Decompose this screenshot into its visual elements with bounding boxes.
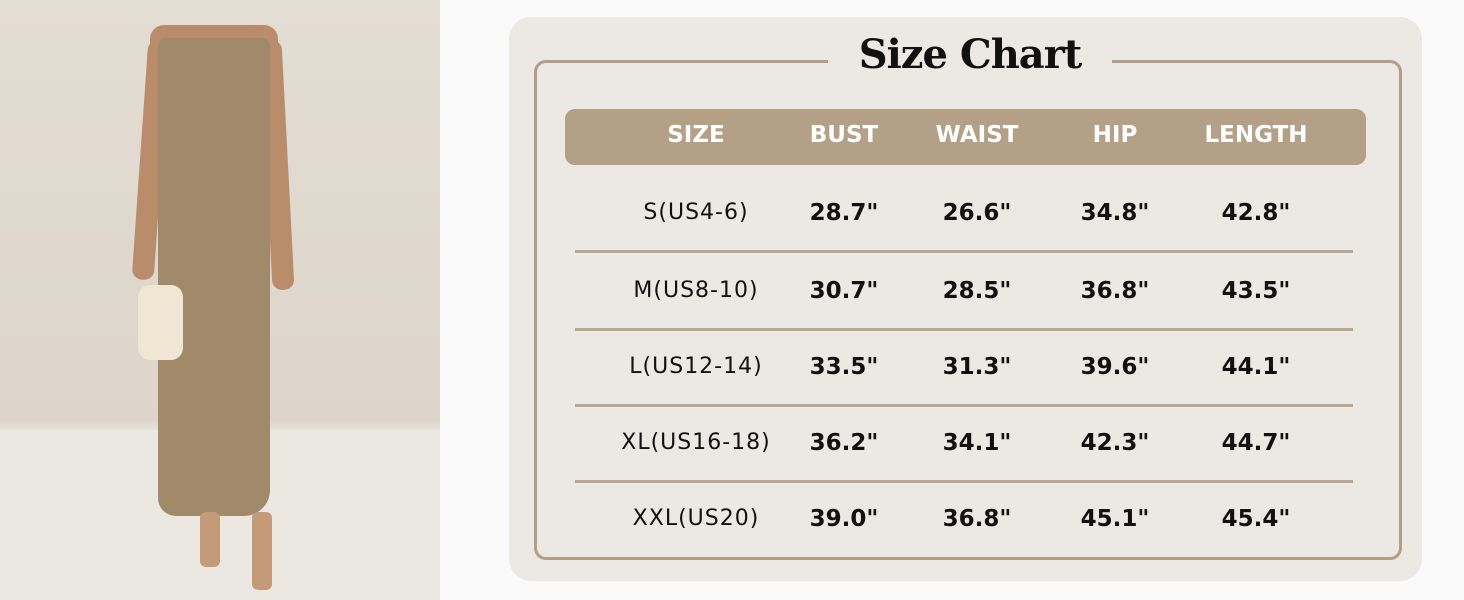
model-leg-left (200, 512, 220, 567)
table-row: M(US8-10) 30.7" 28.5" 36.8" 43.5" (509, 278, 1422, 318)
header-size: SIZE (667, 122, 725, 148)
table-row: XL(US16-18) 36.2" 34.1" 42.3" 44.7" (509, 430, 1422, 470)
cell-hip: 36.8" (1080, 278, 1150, 304)
cell-hip: 34.8" (1080, 200, 1150, 226)
table-header: SIZE BUST WAIST HIP LENGTH (565, 109, 1366, 165)
cell-bust: 36.2" (809, 430, 879, 456)
handbag (138, 285, 183, 360)
size-chart-panel: Size Chart SIZE BUST WAIST HIP LENGTH S(… (509, 17, 1422, 581)
header-waist: WAIST (935, 122, 1019, 148)
table-row: S(US4-6) 28.7" 26.6" 34.8" 42.8" (509, 200, 1422, 240)
header-length: LENGTH (1204, 122, 1308, 148)
cell-waist: 34.1" (942, 430, 1012, 456)
cell-hip: 42.3" (1080, 430, 1150, 456)
table-row: L(US12-14) 33.5" 31.3" 39.6" 44.1" (509, 354, 1422, 394)
model-leg-right (252, 512, 272, 590)
row-divider (575, 328, 1353, 331)
cell-size: L(US12-14) (629, 354, 763, 379)
cell-length: 44.1" (1221, 354, 1291, 380)
header-hip: HIP (1092, 122, 1138, 148)
cell-waist: 26.6" (942, 200, 1012, 226)
table-row: XXL(US20) 39.0" 36.8" 45.1" 45.4" (509, 506, 1422, 546)
cell-bust: 39.0" (809, 506, 879, 532)
cell-length: 42.8" (1221, 200, 1291, 226)
header-bust: BUST (809, 122, 879, 148)
cell-hip: 45.1" (1080, 506, 1150, 532)
cell-bust: 30.7" (809, 278, 879, 304)
dress (158, 38, 270, 516)
row-divider (575, 480, 1353, 483)
cell-waist: 31.3" (942, 354, 1012, 380)
cell-size: XXL(US20) (632, 506, 760, 531)
cell-length: 44.7" (1221, 430, 1291, 456)
row-divider (575, 250, 1353, 253)
model-photo (0, 0, 440, 600)
cell-length: 43.5" (1221, 278, 1291, 304)
cell-size: M(US8-10) (633, 278, 759, 303)
cell-length: 45.4" (1221, 506, 1291, 532)
cell-waist: 36.8" (942, 506, 1012, 532)
cell-bust: 28.7" (809, 200, 879, 226)
cell-hip: 39.6" (1080, 354, 1150, 380)
cell-size: XL(US16-18) (621, 430, 771, 455)
cell-size: S(US4-6) (643, 200, 749, 225)
cell-bust: 33.5" (809, 354, 879, 380)
row-divider (575, 404, 1353, 407)
cell-waist: 28.5" (942, 278, 1012, 304)
chart-title: Size Chart (858, 31, 1083, 78)
